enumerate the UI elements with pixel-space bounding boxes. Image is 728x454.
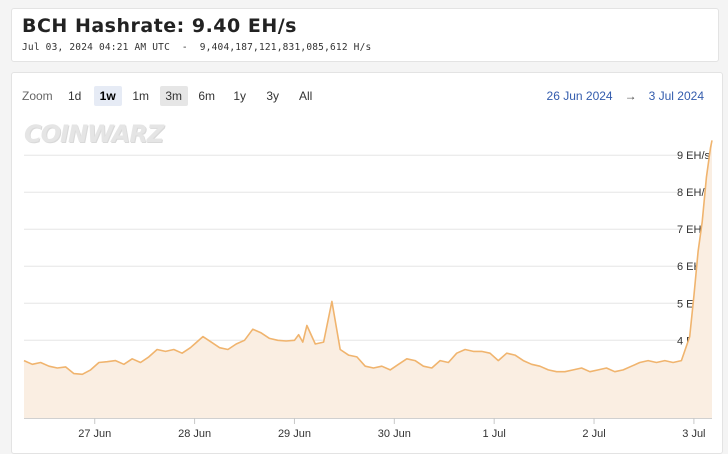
- range-arrow-icon: →: [624, 89, 637, 103]
- chart-card: 2 EH/s3 EH/s4 EH/s5 EH/s6 EH/s7 EH/s8 EH…: [11, 72, 723, 454]
- header-card: BCH Hashrate: 9.40 EH/s Jul 03, 2024 04:…: [11, 8, 719, 62]
- x-tick-label: 27 Jun: [78, 428, 111, 440]
- exact-hashrate: 9,404,187,121,831,085,612 H/s: [199, 42, 372, 53]
- page-title: BCH Hashrate: 9.40 EH/s: [22, 15, 297, 37]
- zoom-controls: Zoom 1d 1w 1m 3m 6m 1y 3y All: [22, 85, 325, 107]
- zoom-1d-button[interactable]: 1d: [68, 89, 82, 103]
- series-line: [23, 140, 713, 376]
- zoom-3m-button[interactable]: 3m: [159, 86, 188, 106]
- hashrate-chart: 2 EH/s3 EH/s4 EH/s5 EH/s6 EH/s7 EH/s8 EH…: [23, 140, 713, 440]
- zoom-1y-button[interactable]: 1y: [233, 89, 247, 103]
- series-area: [24, 140, 712, 418]
- y-tick-label: 9 EH/s: [677, 150, 711, 162]
- zoom-all-button[interactable]: All: [299, 89, 313, 103]
- x-tick-label: 3 Jul: [682, 428, 705, 440]
- y-tick-label: 8 EH/s: [677, 187, 711, 199]
- timestamp: Jul 03, 2024 04:21 AM UTC: [22, 42, 170, 53]
- x-tick-label: 29 Jun: [278, 428, 311, 440]
- x-tick-label: 2 Jul: [582, 428, 605, 440]
- coinwarz-watermark-logo: COINWARZ: [24, 120, 164, 148]
- zoom-1m-button[interactable]: 1m: [132, 89, 150, 103]
- range-from-date[interactable]: 26 Jun 2024: [546, 89, 613, 103]
- x-tick-label: 1 Jul: [483, 428, 506, 440]
- x-tick-label: 28 Jun: [178, 428, 211, 440]
- zoom-3y-button[interactable]: 3y: [266, 89, 280, 103]
- separator: -: [181, 42, 188, 53]
- hashrate-subtitle: Jul 03, 2024 04:21 AM UTC - 9,404,187,12…: [22, 42, 371, 53]
- zoom-1w-button[interactable]: 1w: [93, 86, 122, 106]
- date-range: 26 Jun 2024 → 3 Jul 2024: [547, 89, 704, 103]
- zoom-6m-button[interactable]: 6m: [198, 89, 216, 103]
- zoom-label: Zoom: [22, 89, 53, 103]
- range-to-date[interactable]: 3 Jul 2024: [648, 89, 704, 103]
- x-tick-label: 30 Jun: [378, 428, 411, 440]
